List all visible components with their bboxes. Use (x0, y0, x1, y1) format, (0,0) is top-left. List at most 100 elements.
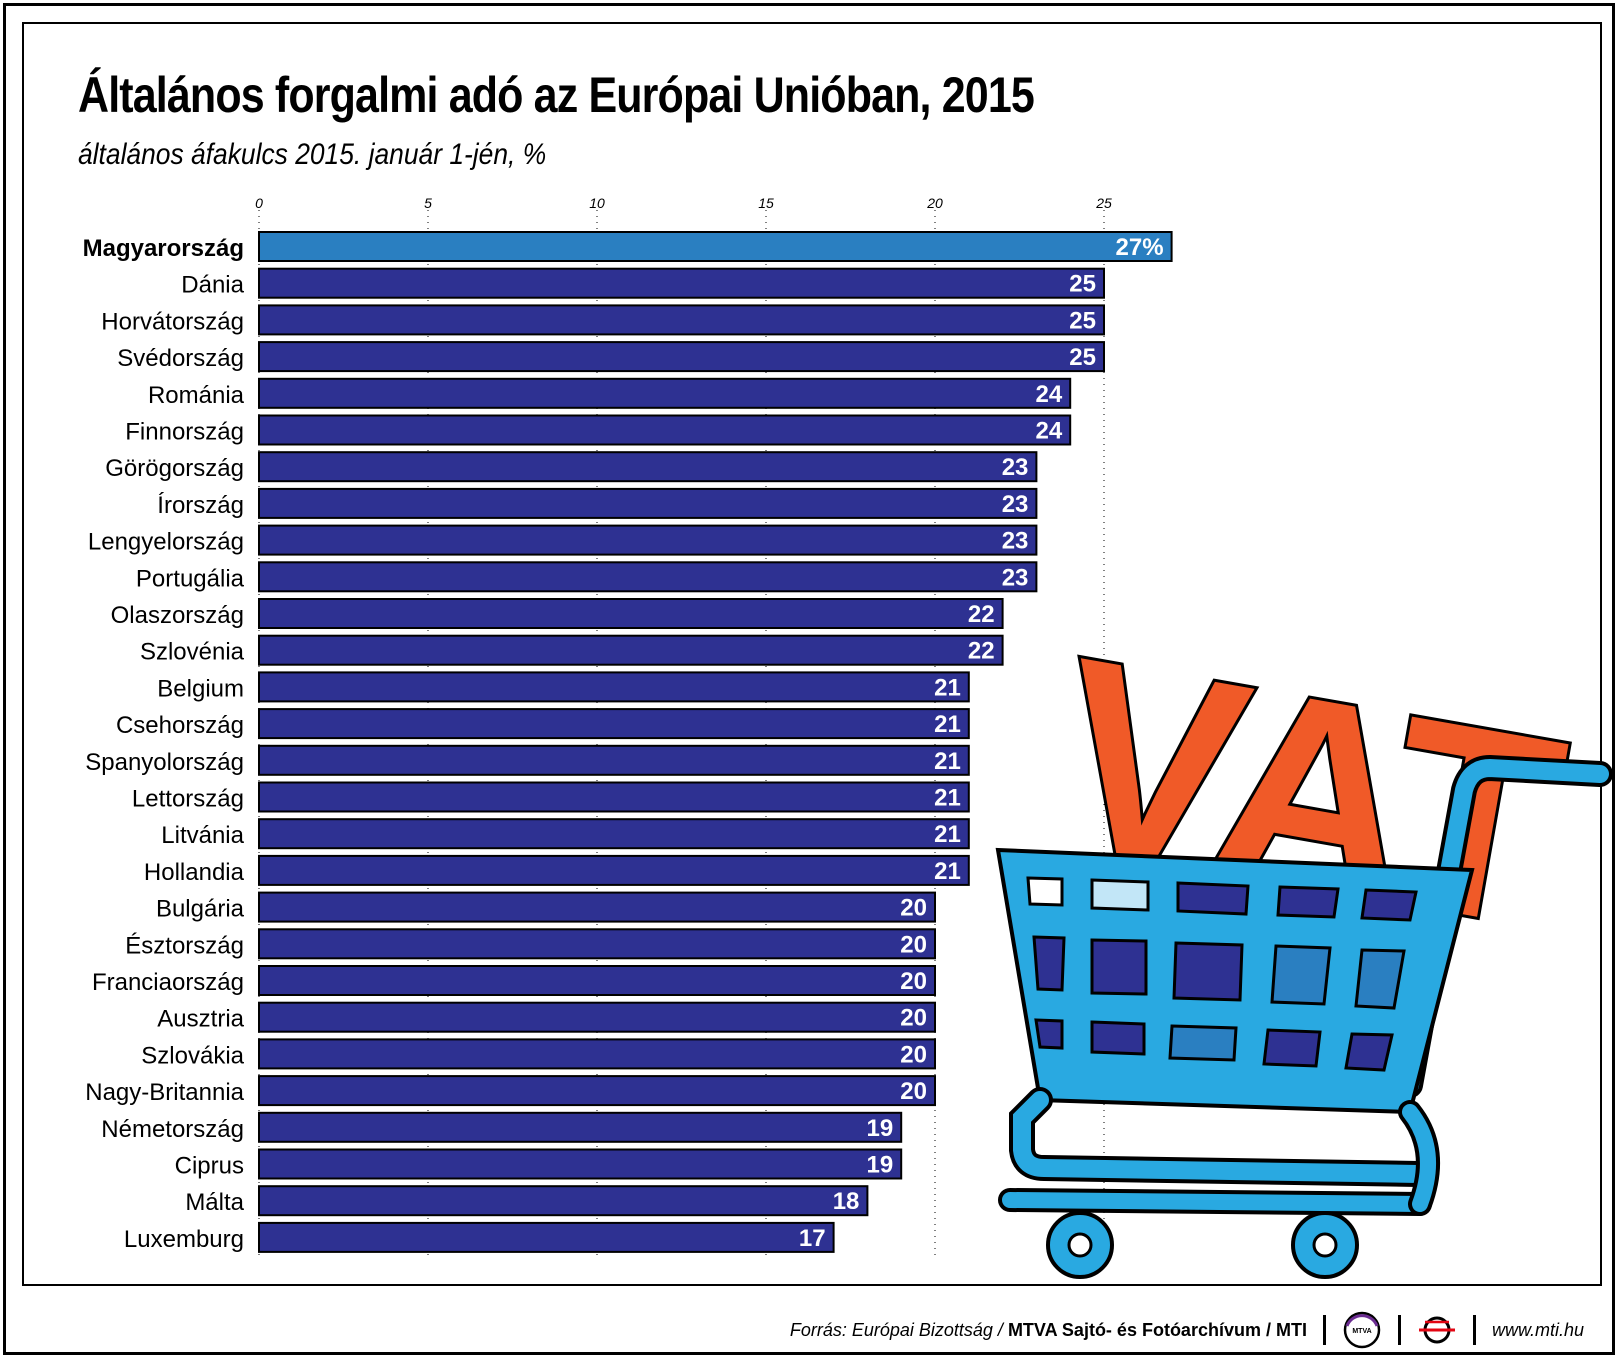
tick-label: 5 (424, 195, 432, 211)
value-label: 24 (1035, 381, 1062, 408)
value-label: 23 (1002, 491, 1029, 518)
axis-ticks: 0 5 10 15 20 25 (255, 195, 1112, 211)
mtva-logo-icon: MTVA (1343, 1311, 1381, 1349)
bar (258, 1221, 835, 1253)
category-label: Svédország (117, 345, 244, 372)
category-label: Észtország (125, 932, 244, 959)
category-label: Bulgária (156, 896, 245, 923)
value-label: 19 (866, 1152, 893, 1179)
value-label: 25 (1069, 344, 1096, 371)
tick-label: 25 (1095, 195, 1112, 211)
value-label: 20 (900, 1078, 927, 1105)
bar (258, 1075, 936, 1107)
bars: 27%2525252424232323232222212121212121202… (258, 231, 1173, 1253)
category-labels: Magyarország Dánia Horvátország Svédország R… (83, 235, 245, 1253)
value-label: 21 (934, 711, 961, 738)
value-label: 22 (968, 638, 995, 665)
chart-title: Általános forgalmi adó az Európai Unióba… (78, 67, 1035, 123)
value-label: 21 (934, 748, 961, 775)
value-label: 20 (900, 895, 927, 922)
category-label: Lengyelország (88, 529, 244, 556)
bar (258, 671, 970, 703)
bar (258, 414, 1072, 446)
source-label: Forrás: Európai Bizottság / (789, 1319, 1003, 1340)
divider (1397, 1315, 1401, 1345)
bar (258, 524, 1038, 556)
bar (258, 451, 1038, 483)
bar (258, 377, 1072, 409)
cart-wheel-icon (1291, 1211, 1359, 1279)
website-link[interactable]: www.mti.hu (1491, 1319, 1584, 1340)
category-label: Spanyolország (85, 749, 244, 776)
bar (258, 928, 936, 960)
value-label: 18 (833, 1188, 860, 1215)
value-label: 27% (1116, 234, 1164, 261)
value-label: 25 (1069, 307, 1096, 334)
category-label: Dánia (181, 272, 244, 299)
shopping-cart-icon (995, 847, 1475, 1279)
value-label: 23 (1002, 564, 1029, 591)
bar (258, 1148, 903, 1180)
tick-label: 15 (758, 195, 774, 211)
value-label: 23 (1002, 454, 1029, 481)
bar (258, 487, 1038, 519)
bar (258, 561, 1038, 593)
category-label: Ausztria (157, 1006, 244, 1033)
bar (258, 267, 1105, 299)
tick-label: 0 (255, 195, 263, 211)
category-label: Málta (185, 1189, 244, 1216)
value-label: 20 (900, 968, 927, 995)
chart-frame (22, 22, 1602, 1286)
category-label: Olaszország (111, 602, 244, 629)
outer-frame (3, 3, 1615, 1355)
category-label: Litvánia (161, 822, 244, 849)
bar (258, 744, 970, 776)
bar (258, 854, 970, 886)
value-label: 20 (900, 931, 927, 958)
category-label: Magyarország (83, 235, 244, 262)
value-label: 24 (1035, 418, 1062, 445)
value-label: 21 (934, 674, 961, 701)
value-label: 20 (900, 1005, 927, 1032)
tick-label: 20 (926, 195, 943, 211)
bar (258, 1001, 936, 1033)
bar (258, 1111, 903, 1143)
category-label: Nagy-Britannia (85, 1079, 244, 1106)
category-label: Szlovénia (140, 639, 245, 666)
bar (258, 1038, 936, 1070)
value-label: 21 (934, 858, 961, 885)
bar (258, 1185, 869, 1217)
tick-label: 10 (589, 195, 605, 211)
bar (258, 965, 936, 996)
category-label: Csehország (116, 712, 244, 739)
bar (258, 341, 1105, 373)
divider (1322, 1315, 1326, 1345)
bar (258, 598, 1004, 629)
category-label: Lettország (132, 786, 244, 813)
mti-logo-icon (1418, 1316, 1455, 1344)
bar (258, 818, 970, 850)
category-label: Portugália (136, 565, 245, 592)
value-label: 19 (866, 1115, 893, 1142)
bar (258, 781, 970, 813)
category-label: Finnország (125, 419, 244, 446)
bar (258, 231, 1173, 262)
value-label: 17 (799, 1225, 826, 1252)
svg-text:MTVA: MTVA (1352, 1328, 1371, 1335)
value-label: 21 (934, 821, 961, 848)
category-label: Ciprus (175, 1153, 244, 1180)
organization-label: MTVA Sajtó- és Fotóarchívum / MTI (1007, 1319, 1307, 1340)
category-label: Horvátország (101, 308, 244, 335)
category-label: Belgium (157, 675, 244, 702)
footer: Forrás: Európai Bizottság / MTVA Sajtó- … (790, 1310, 1584, 1350)
category-label: Szlovákia (141, 1042, 244, 1069)
category-label: Görögország (105, 455, 244, 482)
category-label: Románia (148, 382, 245, 409)
bar (258, 634, 1004, 666)
category-label: Németország (101, 1116, 244, 1143)
category-label: Írország (157, 492, 244, 519)
chart-subtitle: általános áfakulcs 2015. január 1-jén, % (78, 138, 547, 171)
value-label: 23 (1002, 528, 1029, 555)
bar (258, 708, 970, 740)
category-label: Hollandia (144, 859, 245, 886)
